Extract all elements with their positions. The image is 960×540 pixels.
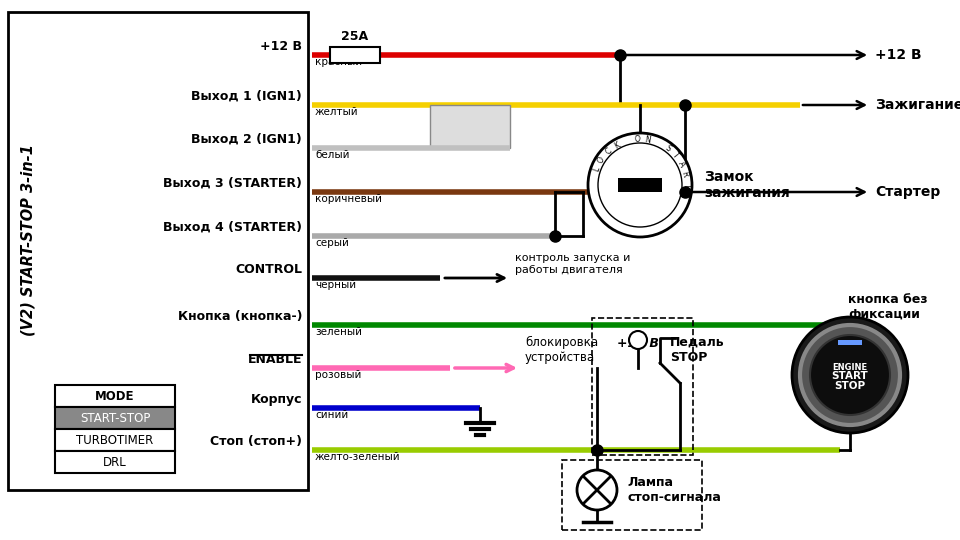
Text: R: R	[680, 171, 689, 178]
Text: красный: красный	[315, 57, 362, 67]
Text: START: START	[831, 371, 869, 381]
Text: STOP: STOP	[834, 381, 866, 391]
Text: желтый: желтый	[315, 107, 359, 117]
Text: Лампа
стоп-сигнала: Лампа стоп-сигнала	[627, 476, 721, 504]
Text: N: N	[644, 135, 652, 145]
Bar	[330, 47, 380, 63]
Bar	[562, 460, 702, 530]
Text: T: T	[682, 183, 690, 187]
Text: ENABLE: ENABLE	[248, 353, 302, 366]
Bar	[430, 105, 510, 148]
Text: зеленый: зеленый	[315, 327, 362, 337]
Circle shape	[629, 331, 647, 349]
Text: C: C	[604, 146, 613, 157]
Text: Выход 2 (IGN1): Выход 2 (IGN1)	[191, 133, 302, 146]
Circle shape	[588, 133, 692, 237]
Circle shape	[577, 470, 617, 510]
Circle shape	[792, 317, 908, 433]
Text: K: K	[612, 140, 621, 150]
Text: коричневый: коричневый	[315, 194, 382, 204]
Text: розовый: розовый	[315, 370, 361, 380]
Text: ENGINE: ENGINE	[832, 362, 868, 372]
Bar	[8, 12, 308, 490]
Circle shape	[810, 335, 890, 415]
Text: Кнопка (кнопка-): Кнопка (кнопка-)	[178, 310, 302, 323]
Text: +12 В: +12 В	[617, 337, 659, 350]
Text: черный: черный	[315, 280, 356, 290]
Text: S: S	[662, 143, 672, 153]
Text: +12 В: +12 В	[260, 40, 302, 53]
Bar	[55, 429, 175, 451]
Text: START-STOP: START-STOP	[80, 411, 150, 424]
Bar	[55, 407, 175, 429]
Text: MODE: MODE	[95, 389, 134, 402]
Text: O: O	[635, 134, 640, 144]
Text: (V2) START-STOP 3-in-1: (V2) START-STOP 3-in-1	[20, 144, 36, 336]
Text: синий: синий	[315, 410, 348, 420]
Text: Стоп (стоп+): Стоп (стоп+)	[210, 435, 302, 448]
Text: T: T	[670, 151, 681, 160]
Text: Замок
зажигания: Замок зажигания	[704, 170, 790, 200]
Text: +12 В: +12 В	[875, 48, 922, 62]
Text: Корпус: Корпус	[251, 393, 302, 406]
Text: серый: серый	[315, 238, 348, 248]
Circle shape	[800, 325, 900, 425]
Bar	[592, 318, 693, 455]
Text: контроль запуска и
работы двигателя: контроль запуска и работы двигателя	[515, 253, 631, 275]
Text: белый: белый	[315, 150, 349, 160]
Text: желто-зеленый: желто-зеленый	[315, 452, 400, 462]
Text: кнопка без
фиксации: кнопка без фиксации	[848, 293, 927, 321]
Bar	[618, 178, 662, 192]
Circle shape	[598, 143, 682, 227]
Text: DRL: DRL	[103, 456, 127, 469]
Text: 25A: 25A	[342, 30, 369, 43]
Text: Стартер: Стартер	[875, 185, 940, 199]
Text: Выход 1 (IGN1): Выход 1 (IGN1)	[191, 90, 302, 103]
Text: A: A	[676, 160, 686, 168]
Text: Выход 3 (STARTER): Выход 3 (STARTER)	[163, 177, 302, 190]
Text: Выход 4 (STARTER): Выход 4 (STARTER)	[163, 221, 302, 234]
Bar	[838, 340, 862, 345]
Text: CONTROL: CONTROL	[235, 263, 302, 276]
Text: O: O	[596, 155, 607, 165]
Text: L: L	[591, 166, 602, 173]
Text: блокировка
устройства: блокировка устройства	[525, 336, 598, 364]
Text: Педаль
STOP: Педаль STOP	[670, 336, 725, 364]
Text: Зажигание: Зажигание	[875, 98, 960, 112]
Text: TURBOTIMER: TURBOTIMER	[77, 434, 154, 447]
Bar	[55, 385, 175, 407]
Bar	[55, 451, 175, 473]
